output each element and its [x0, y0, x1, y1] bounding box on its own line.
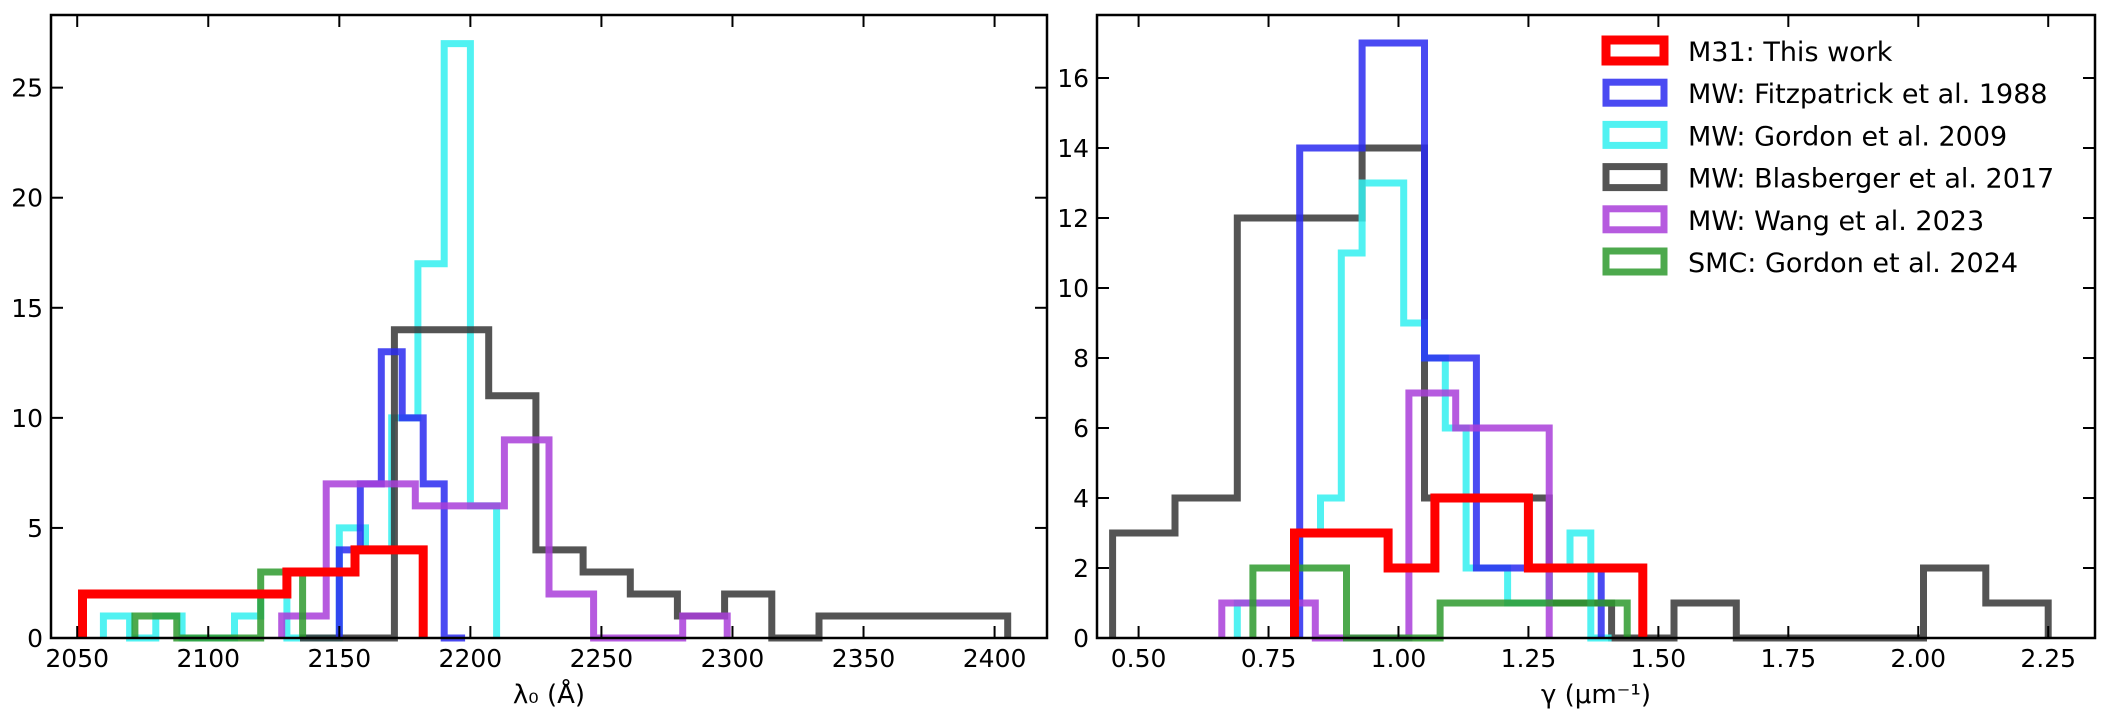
x-tick-label: 2050: [45, 644, 109, 673]
y-tick-label: 10: [11, 404, 43, 433]
legend-label: MW: Gordon et al. 2009: [1688, 121, 2007, 152]
x-tick-label: 2350: [832, 644, 896, 673]
y-tick-label: 2: [1073, 554, 1089, 583]
x-axis-label: γ (μm⁻¹): [1541, 680, 1651, 710]
legend-label: SMC: Gordon et al. 2024: [1688, 248, 2018, 279]
x-tick-label: 2200: [439, 644, 503, 673]
x-tick-label: 0.50: [1111, 644, 1167, 673]
x-tick-label: 1.25: [1501, 644, 1557, 673]
y-tick-label: 0: [1073, 624, 1089, 653]
hist-series-m31-this-work: [1290, 493, 1648, 638]
y-tick-label: 16: [1057, 64, 1089, 93]
hist-series-mw-wang-et-al-2023: [278, 436, 731, 642]
axes-frame: [1095, 13, 2097, 640]
y-tick-label: 0: [27, 624, 43, 653]
x-tick-label: 2250: [570, 644, 634, 673]
legend-label: MW: Blasberger et al. 2017: [1688, 164, 2054, 195]
x-tick-label: 2400: [963, 644, 1027, 673]
x-axis-label: λ₀ (Å): [513, 678, 585, 710]
x-tick-label: 1.50: [1631, 644, 1687, 673]
hist-series-mw-fitzpatrick-et-al-1988: [1296, 39, 1605, 638]
x-tick-label: 2300: [701, 644, 765, 673]
legend-swatch: [1602, 247, 1668, 276]
x-tick-label: 2100: [176, 644, 240, 673]
x-tick-label: 2.00: [1890, 644, 1946, 673]
hist-series-smc-gordon-et-al-2024: [131, 568, 307, 642]
hist-series-mw-fitzpatrick-et-al-1988: [335, 348, 466, 642]
x-tick-label: 1.00: [1371, 644, 1427, 673]
hist-series-mw-blasberger-et-al-2017: [300, 326, 1012, 642]
lambda0-histogram-panel: 2050 2100 2150 2200 2250 2300 2350 2400 0 5 10 15 20…: [11, 13, 1049, 710]
legend-swatch: [1602, 78, 1668, 107]
y-tick-label: 14: [1057, 134, 1089, 163]
y-tick-label: 15: [11, 294, 43, 323]
y-tick-label: 8: [1073, 344, 1089, 373]
x-tick-label: 2150: [308, 644, 372, 673]
legend-swatch: [1602, 163, 1668, 192]
y-tick-label: 6: [1073, 414, 1089, 443]
legend-label: M31: This work: [1688, 37, 1893, 68]
x-tick-label: 2.25: [2020, 644, 2076, 673]
legend: M31: This work MW: Fitzpatrick et al. 198…: [1601, 35, 2054, 279]
x-tick-label: 0.75: [1241, 644, 1297, 673]
axes-frame: [49, 13, 1049, 640]
legend-swatch: [1602, 205, 1668, 234]
y-tick-label: 20: [11, 184, 43, 213]
legend-label: MW: Wang et al. 2023: [1688, 206, 1984, 237]
legend-swatch: [1601, 35, 1669, 66]
y-tick-label: 12: [1057, 204, 1089, 233]
y-tick-label: 25: [11, 74, 43, 103]
legend-swatch: [1602, 120, 1668, 149]
gamma-histogram-panel: 0.50 0.75 1.00 1.25 1.50 1.75 2.00 2.25 0 2 4 6 8 10 1…: [1057, 13, 2097, 710]
hist-series-mw-gordon-et-al-2009: [99, 40, 501, 642]
y-tick-label: 10: [1057, 274, 1089, 303]
y-tick-label: 4: [1073, 484, 1089, 513]
x-tick-label: 1.75: [1760, 644, 1816, 673]
hist-series-m31-this-work: [78, 545, 428, 638]
y-tick-label: 5: [27, 514, 43, 543]
legend-label: MW: Fitzpatrick et al. 1988: [1688, 79, 2048, 110]
